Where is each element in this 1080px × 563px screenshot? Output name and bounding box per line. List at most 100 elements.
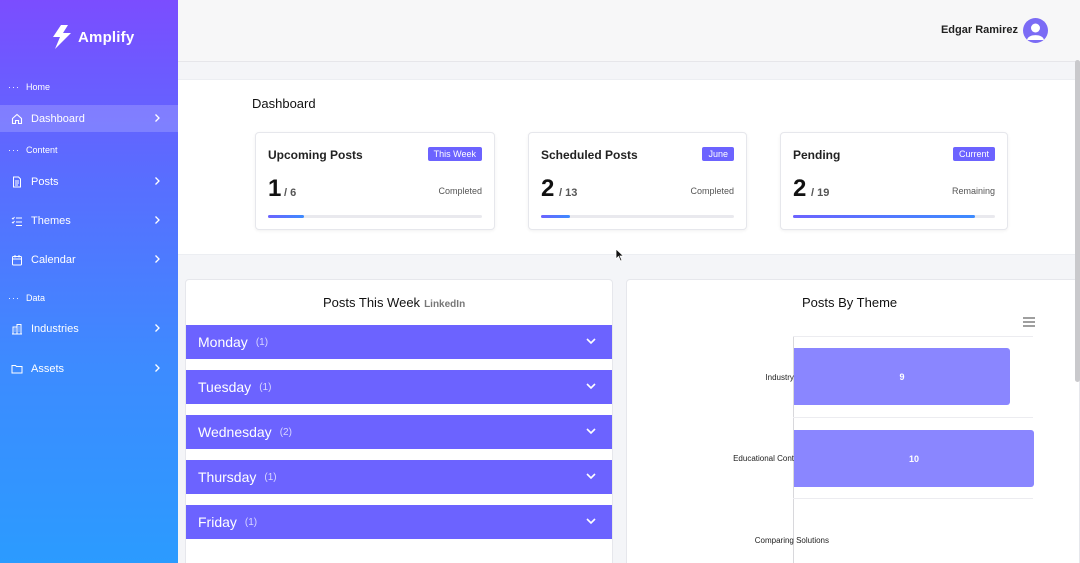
user-name[interactable]: Edgar Ramirez: [940, 24, 1018, 36]
grid-line: [793, 336, 1033, 337]
day-count: (2): [279, 426, 292, 438]
day-row-thursday[interactable]: Thursday (1): [186, 460, 612, 494]
day-count: (1): [259, 381, 272, 393]
user-icon: [1027, 23, 1044, 40]
chevron-right-icon: [155, 177, 160, 185]
card-value: 2: [541, 175, 555, 202]
hamburger-menu-icon[interactable]: [1022, 317, 1036, 327]
progress-track: [541, 215, 734, 218]
avatar[interactable]: [1023, 18, 1048, 43]
card-value: 1: [268, 175, 282, 202]
sidebar-item-label: Dashboard: [31, 112, 85, 125]
day-label: Monday: [198, 334, 248, 350]
sidebar-item-label: Assets: [31, 362, 65, 375]
chevron-down-icon: [586, 473, 596, 480]
card-badge: June: [702, 147, 734, 161]
sidebar-item-themes[interactable]: Themes: [0, 207, 178, 234]
card-badge: Current: [952, 147, 995, 161]
chevron-down-icon: [586, 428, 596, 435]
dots-icon: ···: [8, 145, 20, 155]
panel-subtitle: LinkedIn: [424, 299, 466, 310]
sidebar: Amplify ··· Home Dashboard ··· Content P…: [0, 0, 178, 563]
chevron-right-icon: [155, 324, 160, 332]
page-title: Dashboard: [252, 96, 316, 111]
home-icon: [11, 113, 23, 124]
card-upcoming-posts[interactable]: Upcoming Posts This Week 1 / 6 Completed: [255, 132, 495, 230]
card-pending[interactable]: Pending Current 2 / 19 Remaining: [780, 132, 1008, 230]
sidebar-item-dashboard[interactable]: Dashboard: [0, 105, 178, 132]
building-icon: [12, 323, 22, 334]
day-count: (1): [264, 471, 277, 483]
day-label: Friday: [198, 514, 237, 530]
day-row-friday[interactable]: Friday (1): [186, 505, 612, 539]
section-label: Home: [26, 82, 51, 92]
top-bar: Edgar Ramirez: [178, 0, 1080, 62]
day-count: (1): [244, 516, 258, 528]
folder-icon: [11, 364, 23, 373]
day-label: Thursday: [198, 469, 257, 485]
sidebar-item-industries[interactable]: Industries: [0, 315, 178, 342]
section-label: Data: [26, 293, 46, 303]
day-label: Tuesday: [198, 379, 252, 395]
chevron-right-icon: [155, 255, 160, 263]
scrollbar[interactable]: [1075, 60, 1080, 382]
card-title: Scheduled Posts: [541, 148, 638, 162]
sidebar-item-label: Industries: [31, 322, 79, 335]
sidebar-item-label: Calendar: [31, 253, 76, 266]
sidebar-item-assets[interactable]: Assets: [0, 355, 178, 382]
section-content: ··· Content: [8, 145, 58, 155]
progress-track: [268, 215, 482, 218]
progress-fill: [541, 215, 570, 218]
dots-icon: ···: [8, 82, 20, 92]
chart-title: Posts By Theme: [802, 295, 898, 310]
grid-line: [793, 417, 1033, 418]
day-label: Wednesday: [198, 424, 272, 440]
grid-line: [793, 498, 1033, 499]
card-title: Upcoming Posts: [268, 148, 363, 162]
card-total: / 6: [284, 187, 297, 199]
y-axis-line: [793, 336, 794, 563]
panel-title: Posts This Week LinkedIn: [323, 295, 465, 310]
bar-educational-content[interactable]: 10: [794, 430, 1034, 487]
chevron-right-icon: [155, 364, 160, 372]
posts-this-week-panel: Posts This Week LinkedIn Monday (1) Tuesd…: [185, 279, 613, 563]
amplify-logo-icon: [53, 25, 71, 49]
mouse-cursor-icon: [615, 248, 625, 262]
brand-name: Amplify: [78, 28, 135, 46]
card-status: Completed: [690, 186, 734, 196]
section-label: Content: [26, 145, 58, 155]
checklist-icon: [11, 216, 22, 226]
day-row-wednesday[interactable]: Wednesday (2): [186, 415, 612, 449]
card-title: Pending: [793, 148, 841, 162]
card-badge: This Week: [427, 147, 482, 161]
panel-title-text: Posts This Week: [323, 295, 421, 310]
day-row-monday[interactable]: Monday (1): [186, 325, 612, 359]
progress-fill: [793, 215, 975, 218]
dots-icon: ···: [8, 293, 20, 303]
sidebar-item-label: Themes: [31, 214, 71, 227]
day-row-tuesday[interactable]: Tuesday (1): [186, 370, 612, 404]
chevron-down-icon: [586, 383, 596, 390]
bar-industry-solutions[interactable]: 9: [794, 348, 1010, 405]
progress-track: [793, 215, 995, 218]
card-value: 2: [793, 175, 807, 202]
bar-value-label: 10: [908, 453, 919, 464]
chevron-right-icon: [155, 114, 160, 122]
card-status: Completed: [438, 186, 482, 196]
chevron-down-icon: [586, 518, 596, 525]
dashboard-panel: Dashboard Upcoming Posts This Week 1 / 6…: [178, 79, 1080, 255]
category-label: Comparing Solutions: [754, 536, 829, 545]
sidebar-item-calendar[interactable]: Calendar: [0, 246, 178, 273]
posts-by-theme-panel: Posts By Theme Industry Solutions Educat…: [626, 279, 1080, 563]
card-total: / 13: [559, 187, 578, 199]
chevron-right-icon: [155, 216, 160, 224]
day-count: (1): [255, 336, 269, 348]
section-home: ··· Home: [8, 82, 50, 92]
card-status: Remaining: [951, 186, 995, 196]
sidebar-item-posts[interactable]: Posts: [0, 168, 178, 195]
card-scheduled-posts[interactable]: Scheduled Posts June 2 / 13 Completed: [528, 132, 747, 230]
chevron-down-icon: [586, 338, 596, 345]
document-icon: [13, 176, 21, 187]
brand[interactable]: Amplify: [52, 24, 134, 50]
category-label: Educational Content on T...: [733, 454, 829, 463]
